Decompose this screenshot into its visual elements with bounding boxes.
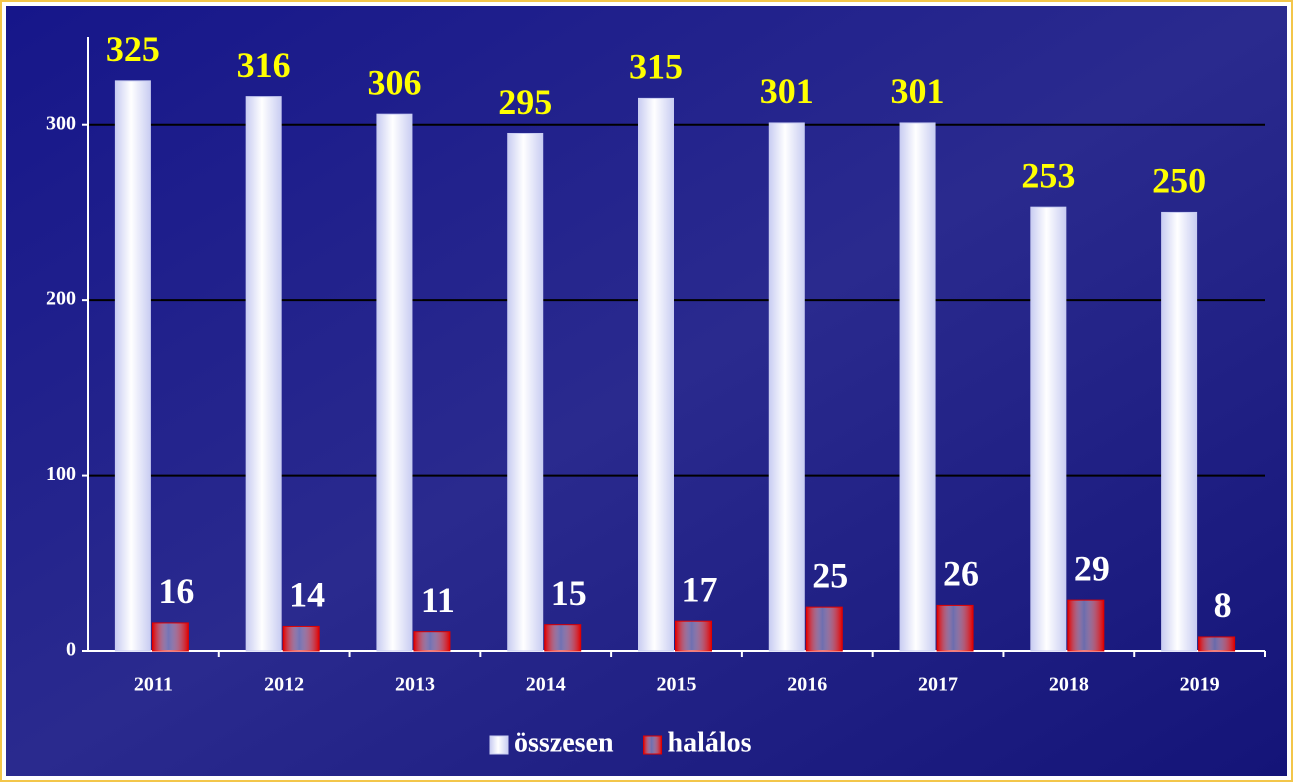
bar xyxy=(769,123,804,651)
bar xyxy=(937,605,973,651)
data-label: 11 xyxy=(421,580,455,620)
bar xyxy=(1199,637,1235,651)
data-label: 8 xyxy=(1214,585,1232,625)
legend-marker xyxy=(490,736,508,754)
data-label: 250 xyxy=(1152,161,1206,201)
x-tick-label: 2019 xyxy=(1180,674,1220,696)
bar xyxy=(1162,212,1197,651)
data-label: 316 xyxy=(237,45,291,85)
data-label: 14 xyxy=(289,575,325,615)
data-label: 29 xyxy=(1074,548,1110,588)
y-tick-label: 100 xyxy=(46,463,76,485)
x-tick-label: 2012 xyxy=(264,674,304,696)
legend-marker xyxy=(644,736,662,754)
chart: 0 100 200 300 2011 325 16 2012 316 14 2013 306 11 201… xyxy=(0,0,1293,782)
data-label: 301 xyxy=(891,71,945,111)
bar xyxy=(806,607,842,651)
data-label: 25 xyxy=(812,555,848,595)
bar xyxy=(152,623,188,651)
bar xyxy=(900,123,935,651)
bar xyxy=(508,133,543,651)
data-label: 26 xyxy=(943,554,979,594)
data-label: 295 xyxy=(498,82,552,122)
y-tick-label: 0 xyxy=(66,639,76,661)
bar xyxy=(676,621,712,651)
bar xyxy=(283,626,319,651)
y-tick-label: 300 xyxy=(46,112,76,134)
x-tick-label: 2016 xyxy=(787,674,827,696)
bar xyxy=(414,632,450,651)
x-tick-label: 2014 xyxy=(526,674,566,696)
bar xyxy=(115,81,150,651)
y-tick-label: 200 xyxy=(46,288,76,310)
bar xyxy=(377,114,412,651)
bar xyxy=(1068,600,1104,651)
data-label: 325 xyxy=(106,29,160,69)
bar xyxy=(1031,207,1066,651)
data-label: 17 xyxy=(682,569,718,609)
x-tick-label: 2018 xyxy=(1049,674,1089,696)
data-label: 253 xyxy=(1021,155,1075,195)
bar xyxy=(545,625,581,651)
data-label: 306 xyxy=(367,62,421,102)
data-label: 315 xyxy=(629,47,683,87)
x-tick-label: 2013 xyxy=(395,674,435,696)
bar xyxy=(246,97,281,651)
bar xyxy=(639,98,674,651)
legend-label: összesen xyxy=(514,727,614,758)
data-label: 16 xyxy=(158,571,194,611)
data-label: 15 xyxy=(551,573,587,613)
x-tick-label: 2017 xyxy=(918,674,958,696)
data-label: 301 xyxy=(760,71,814,111)
legend-label: halálos xyxy=(668,727,752,758)
x-tick-label: 2011 xyxy=(134,674,173,696)
x-tick-label: 2015 xyxy=(657,674,697,696)
